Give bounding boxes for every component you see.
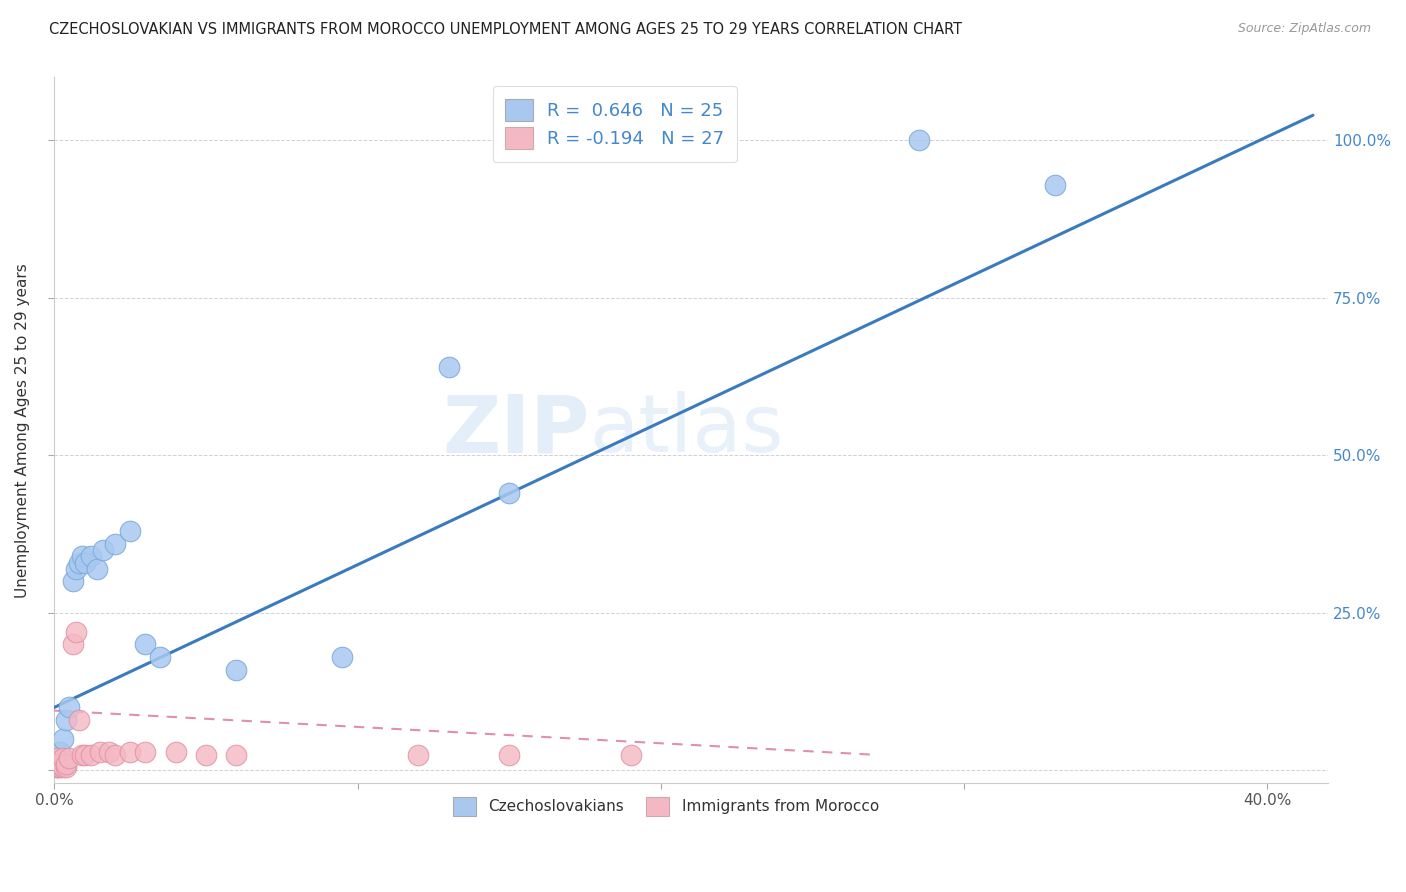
Point <box>907 133 929 147</box>
Point <box>104 747 127 762</box>
Point <box>97 745 120 759</box>
Text: ZIP: ZIP <box>441 392 589 469</box>
Point <box>62 574 84 589</box>
Point <box>80 747 103 762</box>
Point <box>70 747 93 762</box>
Point <box>437 360 460 375</box>
Point <box>80 549 103 564</box>
Point <box>55 713 77 727</box>
Text: CZECHOSLOVAKIAN VS IMMIGRANTS FROM MOROCCO UNEMPLOYMENT AMONG AGES 25 TO 29 YEAR: CZECHOSLOVAKIAN VS IMMIGRANTS FROM MOROC… <box>49 22 962 37</box>
Point <box>62 637 84 651</box>
Text: atlas: atlas <box>589 392 783 469</box>
Point <box>49 757 72 772</box>
Point <box>49 745 72 759</box>
Point <box>65 624 87 639</box>
Point <box>70 549 93 564</box>
Point <box>55 757 77 772</box>
Point <box>1043 178 1066 192</box>
Point <box>120 745 142 759</box>
Point <box>86 562 108 576</box>
Point <box>134 745 156 759</box>
Point <box>46 751 69 765</box>
Point <box>73 556 96 570</box>
Point <box>52 751 75 765</box>
Point <box>55 760 77 774</box>
Text: Source: ZipAtlas.com: Source: ZipAtlas.com <box>1237 22 1371 36</box>
Point <box>73 747 96 762</box>
Point <box>89 745 111 759</box>
Point <box>52 760 75 774</box>
Point <box>104 536 127 550</box>
Point <box>498 486 520 500</box>
Point <box>46 760 69 774</box>
Legend: Czechoslovakians, Immigrants from Morocco: Czechoslovakians, Immigrants from Morocc… <box>443 788 889 825</box>
Point <box>332 650 354 665</box>
Point <box>225 747 247 762</box>
Point <box>46 760 69 774</box>
Point <box>52 731 75 746</box>
Point <box>498 747 520 762</box>
Point <box>91 543 114 558</box>
Point <box>67 556 90 570</box>
Point <box>194 747 217 762</box>
Point <box>49 760 72 774</box>
Point <box>120 524 142 538</box>
Y-axis label: Unemployment Among Ages 25 to 29 years: Unemployment Among Ages 25 to 29 years <box>15 263 30 598</box>
Point <box>406 747 429 762</box>
Point <box>58 751 80 765</box>
Point <box>67 713 90 727</box>
Point <box>65 562 87 576</box>
Point <box>225 663 247 677</box>
Point <box>619 747 641 762</box>
Point <box>46 757 69 772</box>
Point <box>58 700 80 714</box>
Point <box>149 650 172 665</box>
Point <box>134 637 156 651</box>
Point <box>46 751 69 765</box>
Point <box>165 745 187 759</box>
